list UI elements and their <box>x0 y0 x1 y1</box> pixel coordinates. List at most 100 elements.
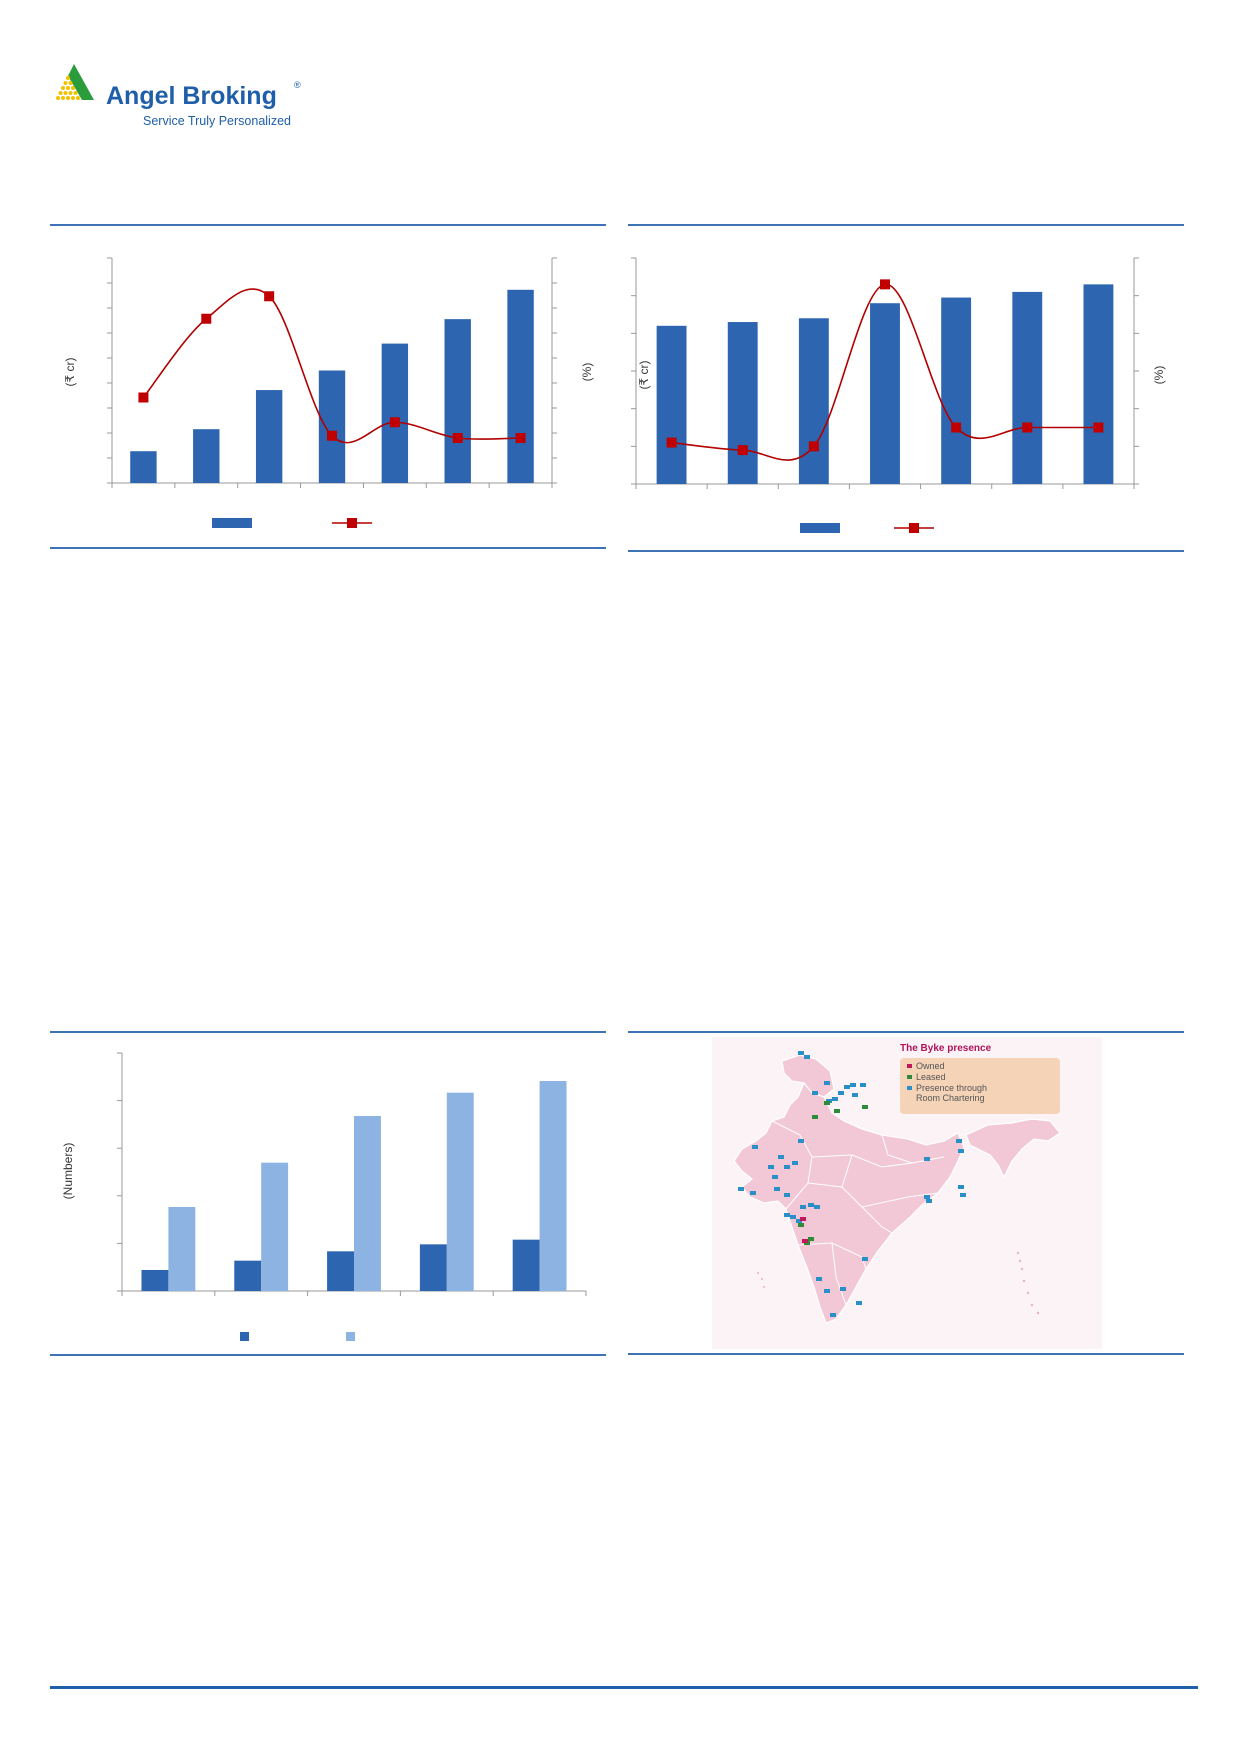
chart-3-bar-dark <box>419 1244 447 1291</box>
chart-1-point <box>264 291 275 302</box>
panel-3-bottom-rule <box>50 1354 606 1356</box>
map-marker-chartering <box>774 1187 780 1191</box>
map-marker-chartering <box>768 1165 774 1169</box>
map-marker-chartering <box>750 1191 756 1195</box>
chart-2-point <box>666 437 677 448</box>
map-marker-chartering <box>784 1213 790 1217</box>
map-marker-owned <box>800 1217 806 1221</box>
panel-4-bottom-rule <box>628 1353 1184 1355</box>
map-marker-leased <box>862 1105 868 1109</box>
chart-1-bar <box>255 390 283 483</box>
map-marker-leased <box>834 1109 840 1113</box>
map-marker-chartering <box>778 1155 784 1159</box>
map-marker-chartering <box>926 1199 932 1203</box>
map-marker-chartering <box>804 1055 810 1059</box>
registered-mark: ® <box>294 80 301 90</box>
chart-3-bar-dark <box>512 1239 540 1291</box>
chart-1-bar <box>318 370 346 483</box>
chart-3-panel: (Numbers) <box>50 1037 606 1349</box>
map-markers <box>738 1051 966 1317</box>
chart-3-svg <box>117 1052 587 1341</box>
chart-2-bar <box>656 325 687 484</box>
map-marker-chartering <box>924 1195 930 1199</box>
chart-1-bar <box>193 429 220 483</box>
map-marker-chartering <box>798 1139 804 1143</box>
map-marker-chartering <box>824 1289 830 1293</box>
map-marker-chartering <box>784 1193 790 1197</box>
chart-2-bar <box>1083 284 1114 484</box>
map-marker-chartering <box>798 1051 804 1055</box>
chart-3-bar-light <box>539 1081 567 1291</box>
legend-owned: Owned <box>916 1061 945 1071</box>
map-marker-leased <box>812 1115 818 1119</box>
chart-2-point <box>737 445 748 456</box>
panel-2-top-rule <box>628 224 1184 226</box>
chart-1-bar <box>444 319 471 483</box>
chart-2-point <box>1022 422 1033 433</box>
map-region-mainland <box>733 1081 965 1324</box>
chart-1-point <box>201 313 212 324</box>
map-marker-chartering <box>956 1139 962 1143</box>
owned-marker-icon <box>907 1064 912 1068</box>
chart-2-legend-marker-swatch <box>909 523 919 533</box>
chart-2-point <box>951 422 962 433</box>
map-marker-chartering <box>856 1301 862 1305</box>
chart-1-point <box>327 430 337 441</box>
chart-3-legend-dark-swatch <box>240 1332 249 1341</box>
map-marker-chartering <box>850 1083 856 1087</box>
map-marker-chartering <box>924 1157 930 1161</box>
chart-1-legend-marker-swatch <box>347 518 357 528</box>
panel-1-bottom-rule <box>50 547 606 549</box>
chart-2-svg <box>631 257 1139 533</box>
chart-1-legend-bar-swatch <box>212 518 252 528</box>
chart-2-point <box>1093 422 1104 433</box>
map-marker-chartering <box>752 1145 758 1149</box>
map-marker-leased <box>808 1237 814 1241</box>
legend-leased: Leased <box>916 1072 946 1082</box>
brand-name: Angel Broking <box>106 82 277 110</box>
map-marker-chartering <box>772 1175 778 1179</box>
chart-1-point <box>389 417 400 428</box>
chart-2-bar <box>727 322 758 484</box>
chart-1-point <box>515 433 526 443</box>
map-marker-chartering <box>824 1081 830 1085</box>
chart-2-bar <box>798 318 829 484</box>
map-panel: The Byke presence Owned Leased Presence … <box>628 1037 1184 1349</box>
panel-1-top-rule <box>50 224 606 226</box>
map-title: The Byke presence <box>900 1043 992 1054</box>
logo-triangle-icon <box>56 64 94 100</box>
chart-3-bar-light <box>168 1207 196 1291</box>
map-marker-owned <box>802 1239 808 1243</box>
map-marker-chartering <box>814 1205 820 1209</box>
map-marker-chartering <box>958 1149 964 1153</box>
map-marker-chartering <box>792 1161 798 1165</box>
map-marker-chartering <box>958 1185 964 1189</box>
map-legend-box <box>900 1058 1060 1114</box>
legend-presence: Presence through <box>916 1083 987 1093</box>
chart-2-legend-bar-swatch <box>800 523 840 533</box>
map-marker-chartering <box>790 1215 796 1219</box>
map-marker-chartering <box>830 1313 836 1317</box>
map-marker-chartering <box>862 1257 868 1261</box>
chart-3-bar-light <box>354 1116 381 1291</box>
map-marker-chartering <box>844 1085 850 1089</box>
chart-2-bar <box>1012 291 1043 484</box>
chart-1-panel: (₹ cr) (%) <box>50 230 606 542</box>
map-marker-leased <box>798 1223 804 1227</box>
map-marker-leased <box>824 1101 830 1105</box>
map-marker-chartering <box>838 1091 844 1095</box>
chart-3-bar-light <box>446 1092 474 1291</box>
brand-tagline: Service Truly Personalized <box>143 114 291 128</box>
map-region-northeast <box>965 1118 1061 1179</box>
chart-2-bar <box>870 303 900 484</box>
india-map: The Byke presence Owned Leased Presence … <box>712 1037 1102 1349</box>
chart-1-point <box>138 392 149 403</box>
map-marker-chartering <box>738 1187 744 1191</box>
map-islands <box>757 1251 1040 1315</box>
map-marker-chartering <box>800 1205 806 1209</box>
leased-marker-icon <box>907 1075 912 1079</box>
chart-3-bar-dark <box>234 1260 262 1291</box>
map-marker-chartering <box>960 1193 966 1197</box>
map-marker-chartering <box>852 1093 858 1097</box>
panel-3-top-rule <box>50 1031 606 1033</box>
